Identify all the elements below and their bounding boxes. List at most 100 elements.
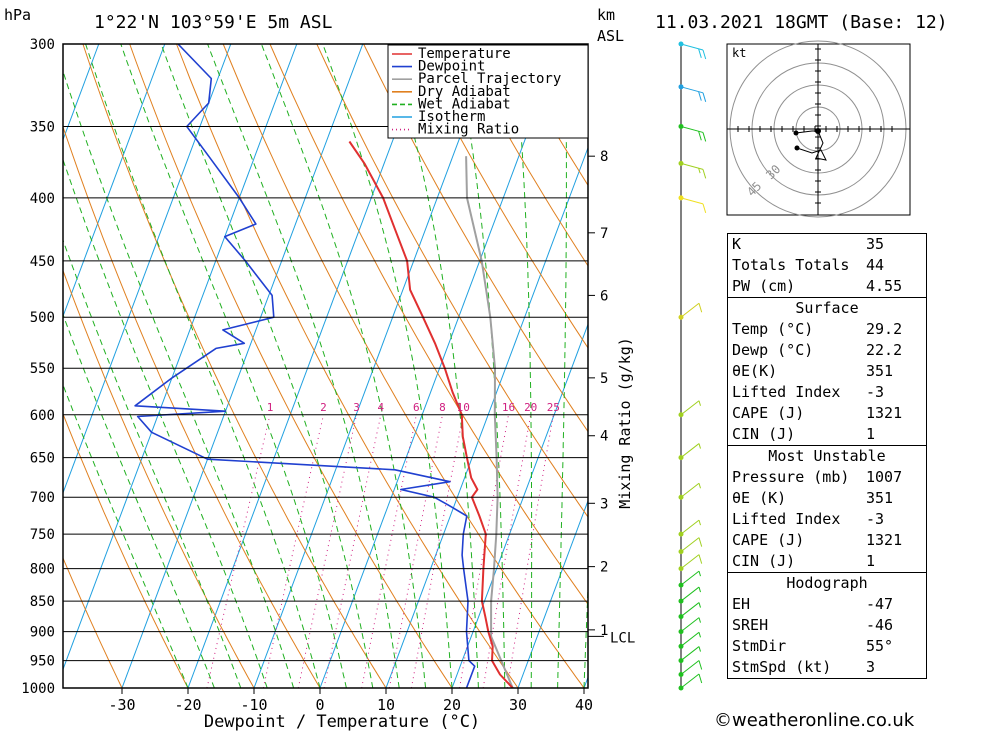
wind-barb-flag <box>699 131 702 140</box>
km-tick-label: 6 <box>600 288 608 304</box>
mixing-ratio-axis-title: Mixing Ratio (g/kg) <box>616 337 634 509</box>
hodo-value: -47 <box>866 594 922 615</box>
surface-label: CAPE (J) <box>732 403 804 424</box>
wind-barb-flag <box>699 603 701 608</box>
pressure-tick-label: 850 <box>30 594 55 610</box>
wind-barb-shaft <box>681 198 703 204</box>
pressure-tick-label: 900 <box>30 625 55 641</box>
surface-label: Dewp (°C) <box>732 340 813 361</box>
mu-value: -3 <box>866 509 922 530</box>
km-tick-label: 3 <box>600 496 608 512</box>
index-value: 35 <box>866 234 922 255</box>
wind-barb <box>679 195 706 213</box>
wind-barb-shaft <box>681 401 699 415</box>
pressure-unit: hPa <box>4 6 31 24</box>
km-tick-label: 5 <box>600 371 608 387</box>
mixing-ratio-label: 8 <box>439 401 446 414</box>
wind-barb-flag <box>699 538 702 547</box>
mixing-ratio-label: 16 <box>502 401 515 414</box>
hodo-row: SREH -46 <box>728 615 926 636</box>
wind-barb-flag <box>703 50 706 59</box>
temperature-tick-label: -20 <box>174 696 201 714</box>
x-axis-title: Dewpoint / Temperature (°C) <box>204 712 480 732</box>
surface-label: CIN (J) <box>732 424 795 445</box>
hodo-value: -46 <box>866 615 922 636</box>
surface-row: CIN (J) 1 <box>728 424 926 445</box>
wind-barb <box>679 124 706 141</box>
surface-value: 22.2 <box>866 340 922 361</box>
mixing-ratio-label: 4 <box>378 401 385 414</box>
pressure-tick-label: 550 <box>30 361 55 377</box>
hodo-value: 55° <box>866 636 922 657</box>
mixing-ratio-label: 2 <box>320 401 327 414</box>
wind-barb-shaft <box>681 674 699 688</box>
wind-barb-shaft <box>681 571 699 585</box>
mu-row: CAPE (J)1321 <box>728 530 926 551</box>
credit: ©weatheronline.co.uk <box>714 710 914 731</box>
wind-barb <box>679 303 702 320</box>
km-tick-label: 4 <box>600 429 608 445</box>
mu-label: Lifted Index <box>732 509 840 530</box>
wind-barb-shaft <box>681 587 699 601</box>
surface-row: Dewp (°C) 22.2 <box>728 340 926 361</box>
mu-label: CIN (J) <box>732 551 795 572</box>
pressure-tick-label: 450 <box>30 254 55 270</box>
mu-value: 351 <box>866 488 922 509</box>
surface-value: 1321 <box>866 403 922 424</box>
wind-barb <box>679 618 701 635</box>
wind-barb-flag <box>699 618 701 623</box>
hodo-label: SREH <box>732 615 768 636</box>
wind-barb-flag <box>699 647 701 652</box>
surface-title: Surface <box>728 298 926 319</box>
index-value: 44 <box>866 255 922 276</box>
isotherm-line <box>0 44 33 688</box>
wind-barb-shaft <box>681 163 703 169</box>
wind-barb-flag <box>699 401 701 406</box>
surface-row: θE(K) 351 <box>728 361 926 382</box>
wind-barb-shaft <box>681 303 699 317</box>
surface-value: 1 <box>866 424 922 445</box>
mu-label: Pressure (mb) <box>732 467 849 488</box>
wind-barb-flag <box>699 632 701 637</box>
wind-barb-shaft <box>681 87 703 93</box>
index-value: 4.55 <box>866 276 922 297</box>
pressure-tick-label: 500 <box>30 310 55 326</box>
hodograph-title: Hodograph <box>728 573 926 594</box>
temperature-tick-label: -30 <box>108 696 135 714</box>
index-label: PW (cm) <box>732 276 795 297</box>
wind-barb <box>679 538 702 555</box>
wind-barb-flag <box>703 169 706 178</box>
wind-barb <box>679 520 701 537</box>
hodograph-point <box>794 131 799 136</box>
surface-label: Temp (°C) <box>732 319 813 340</box>
wind-barb-shaft <box>681 126 703 132</box>
wind-barb <box>679 571 701 588</box>
pressure-tick-label: 700 <box>30 490 55 506</box>
wind-barb-flag <box>699 587 701 592</box>
mu-value: 1321 <box>866 530 922 551</box>
mu-row: θE (K)351 <box>728 488 926 509</box>
hodo-row: StmDir 55° <box>728 636 926 657</box>
wind-barb-shaft <box>681 44 703 50</box>
wind-barb-shaft <box>681 618 699 632</box>
temperature-tick-label: 40 <box>575 696 593 714</box>
plot-background <box>63 44 588 688</box>
surface-label: θE(K) <box>732 361 777 382</box>
hodograph-storm-marker <box>815 128 821 134</box>
surface-value: 351 <box>866 361 922 382</box>
hodo-label: StmDir <box>732 636 786 657</box>
surface-value: -3 <box>866 382 922 403</box>
wind-barb-flag <box>703 93 706 102</box>
wind-barb <box>679 632 701 649</box>
mixing-ratio-label: 3 <box>353 401 360 414</box>
wind-barb-shaft <box>681 483 699 497</box>
pressure-tick-label: 400 <box>30 191 55 207</box>
wind-barb <box>679 161 706 179</box>
wind-barb-flag <box>703 204 706 213</box>
wind-barb <box>679 603 701 620</box>
hodo-label: EH <box>732 594 750 615</box>
